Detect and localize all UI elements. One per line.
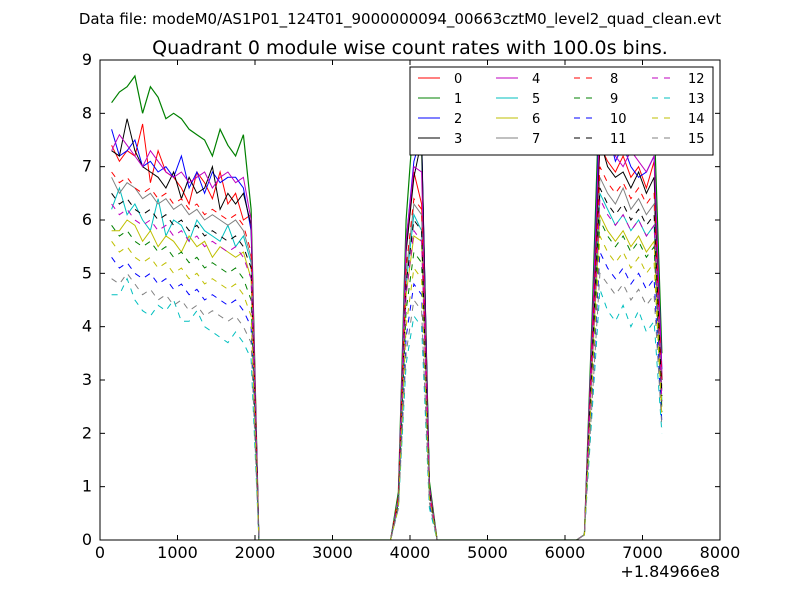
legend-label-5: 5 [532,92,540,107]
series-line-1 [111,74,663,540]
chart-title: Quadrant 0 module wise count rates with … [152,37,668,59]
x-tick-label: 2000 [235,543,276,562]
series-line-13 [111,277,663,540]
legend-label-11: 11 [610,132,627,147]
y-tick-label: 5 [82,263,92,282]
legend-label-3: 3 [454,132,462,147]
series-line-10 [111,251,663,540]
series-line-8 [111,166,663,540]
y-tick-label: 2 [82,423,92,442]
series-line-11 [111,187,663,540]
x-tick-label: 8000 [700,543,741,562]
series-line-0 [111,123,663,540]
axis-ticks: 0 1000 2000 3000 4000 5000 6000 7000 80000123456… [82,50,741,562]
series-line-4 [111,118,663,540]
legend-label-9: 9 [610,92,618,107]
legend-label-14: 14 [688,112,705,127]
series-line-2 [111,102,663,540]
x-tick-label: 5000 [467,543,508,562]
y-tick-label: 7 [82,157,92,176]
legend-label-8: 8 [610,72,618,87]
legend-label-4: 4 [532,72,540,87]
y-tick-label: 4 [82,317,92,336]
series-line-3 [111,118,663,540]
legend-label-7: 7 [532,132,540,147]
x-tick-label: 0 [95,543,105,562]
series-line-6 [111,214,663,540]
legend-label-13: 13 [688,92,705,107]
legend-label-12: 12 [688,72,705,87]
y-tick-label: 0 [82,530,92,549]
series-line-15 [111,271,663,540]
x-tick-label: 1000 [157,543,198,562]
x-tick-label: 3000 [312,543,353,562]
x-tick-label: 6000 [545,543,586,562]
x-axis-offset-label: +1.84966e8 [620,562,720,581]
legend-box [409,66,714,156]
legend-label-0: 0 [454,72,462,87]
series-line-9 [111,219,663,540]
series-line-12 [111,198,663,540]
y-tick-label: 1 [82,477,92,496]
legend-label-6: 6 [532,112,540,127]
series-line-14 [111,235,663,540]
legend-label-10: 10 [610,112,627,127]
y-tick-label: 8 [82,103,92,122]
x-tick-label: 7000 [622,543,663,562]
figure-suptitle: Data file: modeM0/AS1P01_124T01_90000000… [79,10,721,29]
series-line-5 [111,186,663,540]
series-layer [111,74,663,540]
legend-label-2: 2 [454,112,462,127]
legend-label-1: 1 [454,92,462,107]
x-tick-label: 4000 [390,543,431,562]
y-tick-label: 9 [82,50,92,69]
legend-label-15: 15 [688,132,705,147]
y-tick-label: 6 [82,210,92,229]
y-tick-label: 3 [82,370,92,389]
series-line-7 [111,177,663,540]
